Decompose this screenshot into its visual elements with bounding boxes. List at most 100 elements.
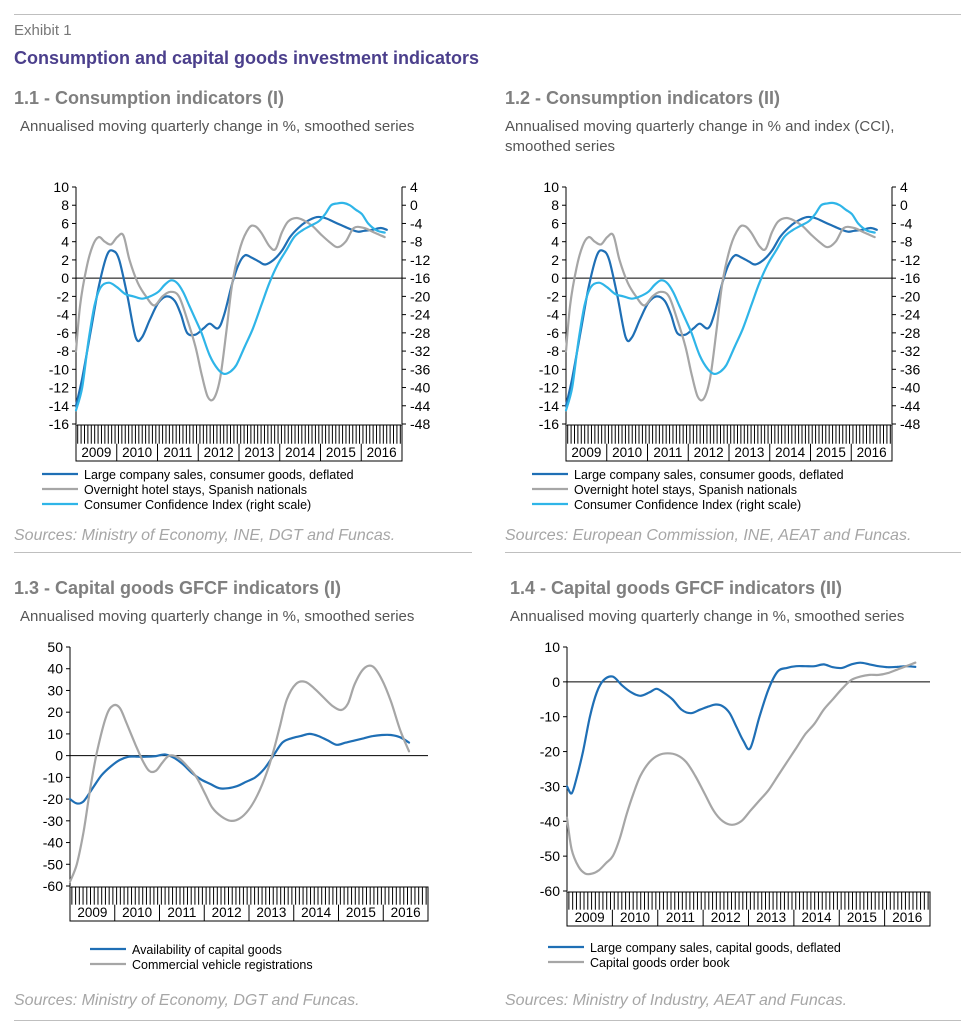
panel-1-subtitle: Annualised moving quarterly change in %,… (20, 118, 415, 135)
y-tick-label: -14 (539, 398, 559, 414)
series-line-2 (68, 664, 411, 883)
x-tick-label: 2011 (666, 910, 695, 925)
x-tick-label: 2011 (653, 445, 682, 460)
series-line-1 (74, 215, 388, 407)
y2-tick-label: -12 (410, 252, 430, 268)
y-tick-label: 8 (61, 197, 69, 213)
y-tick-label: -10 (539, 361, 559, 377)
y-tick-label: -20 (43, 791, 63, 807)
x-tick-label: 2013 (256, 905, 286, 920)
y2-tick-label: -32 (900, 343, 920, 359)
y-tick-label: -8 (57, 343, 70, 359)
x-tick-label: 2015 (326, 445, 356, 460)
y-tick-label: -14 (49, 398, 69, 414)
y2-tick-label: -40 (900, 380, 920, 396)
x-tick-label: 2013 (756, 910, 786, 925)
x-tick-label: 2013 (734, 445, 764, 460)
panel-3-title: 1.3 - Capital goods GFCF indicators (I) (14, 578, 342, 598)
x-tick-label: 2014 (775, 445, 806, 460)
y-tick-label: 10 (53, 179, 69, 195)
series-line-2 (74, 216, 386, 402)
x-tick-label: 2015 (847, 910, 877, 925)
panel-1-source: Sources: Ministry of Economy, INE, DGT a… (14, 527, 396, 544)
x-tick-label: 2010 (122, 445, 152, 460)
legend-label: Capital goods order book (590, 956, 730, 970)
y-tick-label: -4 (547, 307, 560, 323)
y2-tick-label: -44 (410, 398, 430, 414)
legend-label: Overnight hotel stays, Spanish nationals (574, 483, 797, 497)
chart-1-2: 10 8 6 4 2 0 -2 -4 -6 -8 -10 -12 -14 -16 4 0 -4 -8 -12 -16 -… (532, 179, 920, 512)
y-tick-label: -2 (547, 288, 560, 304)
y2-tick-label: -36 (410, 361, 430, 377)
y2-tick-label: -8 (900, 234, 913, 250)
y2-tick-label: -4 (410, 215, 423, 231)
x-tick-label: 2010 (122, 905, 152, 920)
y2-tick-label: 4 (900, 179, 908, 195)
y-tick-label: 2 (551, 252, 559, 268)
panel-1-title: 1.1 - Consumption indicators (I) (14, 88, 285, 108)
x-tick-label: 2016 (857, 445, 887, 460)
exhibit-title: Consumption and capital goods investment… (14, 48, 480, 68)
y-tick-label: 10 (543, 179, 559, 195)
y2-tick-label: -36 (900, 361, 920, 377)
y-tick-label: -60 (540, 883, 560, 899)
y-tick-label: 0 (55, 748, 63, 764)
y2-tick-label: -48 (900, 416, 920, 432)
y2-tick-label: 4 (410, 179, 418, 195)
x-tick-label: 2009 (571, 445, 601, 460)
panel-2-source: Sources: European Commission, INE, AEAT … (505, 527, 912, 544)
legend-label: Overnight hotel stays, Spanish nationals (84, 483, 307, 497)
chart-1-1: 10 8 6 4 2 0 -2 -4 -6 -8 -10 -12 -14 -16 4 0 -4 -8 -12 -16 -… (42, 179, 430, 512)
series-line-2 (565, 661, 917, 876)
exhibit-label: Exhibit 1 (14, 22, 72, 39)
y-tick-label: -8 (547, 343, 560, 359)
y2-tick-label: 0 (410, 197, 418, 213)
series-line-1 (565, 661, 917, 795)
y-tick-label: 6 (551, 215, 559, 231)
y-tick-label: 10 (47, 726, 63, 742)
y2-tick-label: -16 (410, 270, 430, 286)
y-tick-label: -20 (540, 744, 560, 760)
y-tick-label: 4 (61, 234, 69, 250)
x-tick-label: 2014 (301, 905, 332, 920)
chart-1-4: 10 0 -10 -20 -30 -40 -50 -60 2009 2010 2011 2012 201… (540, 639, 931, 970)
legend-label: Large company sales, consumer goods, def… (84, 468, 354, 482)
x-tick-label: 2012 (212, 905, 242, 920)
series-line-1 (564, 215, 878, 407)
series-line-1 (68, 732, 411, 805)
x-tick-label: 2014 (285, 445, 316, 460)
panel-2-rule (505, 552, 961, 553)
y2-tick-label: 0 (900, 197, 908, 213)
y-tick-label: -40 (43, 835, 63, 851)
y2-tick-label: -40 (410, 380, 430, 396)
y-tick-label: -2 (57, 288, 70, 304)
panel-4-title: 1.4 - Capital goods GFCF indicators (II) (510, 578, 843, 598)
y-tick-label: 2 (61, 252, 69, 268)
legend-label: Commercial vehicle registrations (132, 958, 313, 972)
top-rule (14, 14, 961, 15)
y-tick-label: -10 (49, 361, 69, 377)
x-tick-label: 2016 (391, 905, 421, 920)
y2-tick-label: -8 (410, 234, 423, 250)
y2-tick-label: -4 (900, 215, 913, 231)
y2-tick-label: -48 (410, 416, 430, 432)
legend-label: Consumer Confidence Index (right scale) (574, 498, 801, 512)
series-line-3 (564, 201, 876, 412)
panel-2-subtitle: Annualised moving quarterly change in % … (505, 118, 895, 155)
y-tick-label: 50 (47, 639, 63, 655)
panel-1-rule (14, 552, 472, 553)
y2-tick-label: -24 (410, 307, 430, 323)
y-tick-label: -16 (49, 416, 69, 432)
y-tick-label: -12 (49, 380, 69, 396)
x-tick-label: 2010 (620, 910, 650, 925)
y-tick-label: -12 (539, 380, 559, 396)
legend-label: Consumer Confidence Index (right scale) (84, 498, 311, 512)
y-tick-label: -16 (539, 416, 559, 432)
y-tick-label: -50 (43, 856, 63, 872)
x-tick-label: 2016 (367, 445, 397, 460)
y-tick-label: -30 (43, 813, 63, 829)
panel-2-title: 1.2 - Consumption indicators (II) (505, 88, 781, 108)
x-tick-label: 2011 (167, 905, 196, 920)
panel-3-subtitle: Annualised moving quarterly change in %,… (20, 608, 415, 625)
x-tick-label: 2012 (204, 445, 234, 460)
